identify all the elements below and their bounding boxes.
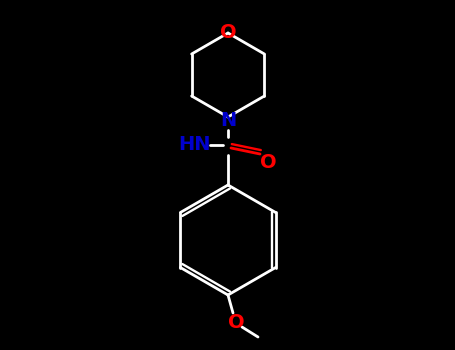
Text: O: O — [220, 23, 236, 42]
Text: N: N — [220, 111, 236, 130]
Text: O: O — [260, 153, 276, 172]
Text: HN: HN — [179, 135, 211, 154]
Text: O: O — [228, 314, 244, 332]
